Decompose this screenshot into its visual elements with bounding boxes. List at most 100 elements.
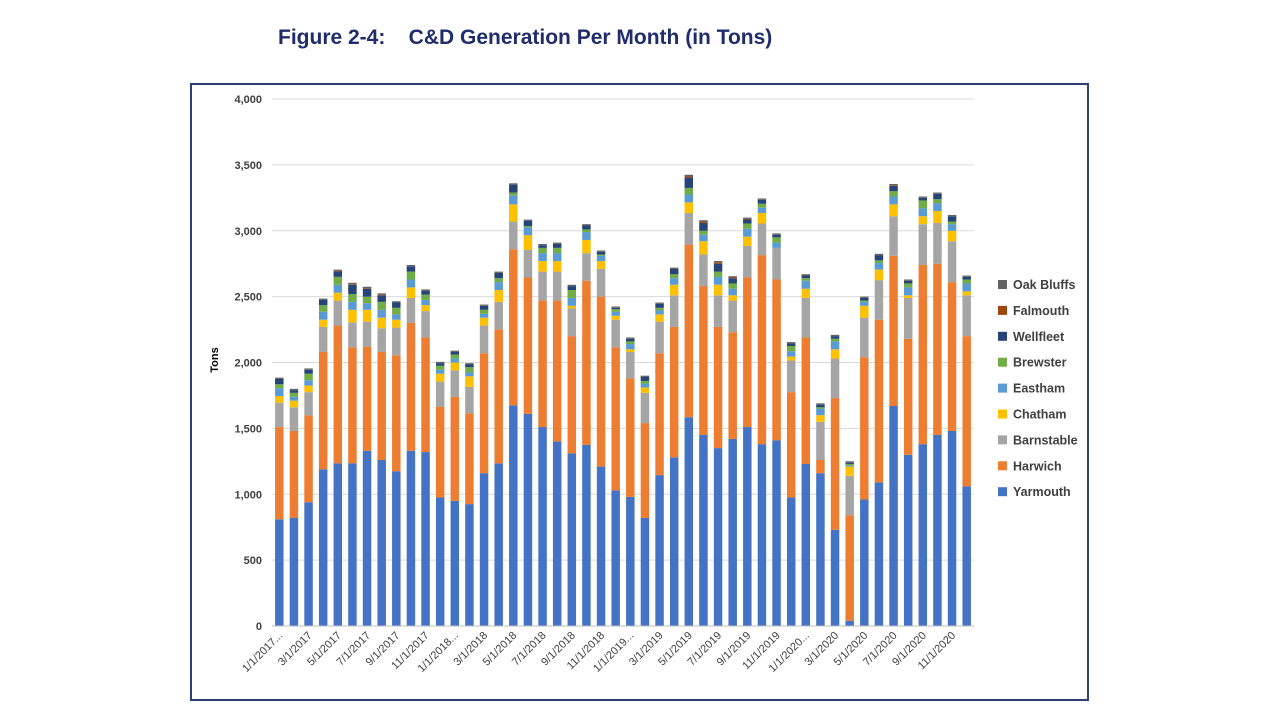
bar-segment — [611, 490, 620, 626]
bar-segment — [465, 363, 474, 365]
bar-segment — [772, 247, 781, 280]
bar-segment — [552, 300, 562, 442]
bar-segment — [318, 469, 328, 626]
bar-segment — [479, 313, 489, 318]
bar-segment — [567, 453, 577, 626]
bar-segment — [450, 370, 460, 397]
bar-segment — [289, 396, 299, 401]
bar-segment — [669, 326, 679, 458]
bar-segment — [728, 283, 737, 289]
bar-segment — [669, 457, 679, 626]
bar-segment — [304, 373, 313, 381]
bar-segment — [860, 300, 869, 302]
y-tick-label: 3,000 — [234, 226, 262, 238]
bar-segment — [962, 279, 971, 284]
bar-segment — [743, 245, 752, 278]
bar-segment — [611, 347, 620, 491]
bar-segment — [699, 254, 708, 287]
bar-segment — [947, 241, 957, 283]
bar-segment — [582, 280, 591, 445]
bar-segment — [699, 234, 708, 242]
bar-segment — [596, 255, 606, 262]
bar-segment — [523, 235, 533, 250]
bar-segment — [509, 204, 518, 222]
bar-segment — [626, 496, 635, 626]
bar-segment — [874, 269, 884, 281]
bar-segment — [465, 376, 474, 387]
bar-segment — [509, 405, 518, 626]
legend-swatch — [998, 383, 1007, 393]
bar-segment — [933, 434, 942, 626]
bar-segment — [479, 309, 489, 314]
bar-segment — [713, 448, 723, 626]
bar-segment — [743, 218, 752, 220]
bar-segment — [830, 334, 840, 337]
bar-segment — [392, 301, 401, 303]
bar-segment — [816, 421, 825, 460]
bar-segment — [889, 216, 898, 256]
bar-segment — [830, 338, 840, 342]
bar-segment — [435, 406, 445, 498]
legend-label: Falmouth — [1013, 304, 1069, 318]
bar-segment — [596, 254, 606, 256]
bar-segment — [289, 517, 299, 626]
bar-segment — [845, 465, 854, 467]
bar-segment — [406, 279, 416, 288]
bar-segment — [552, 243, 562, 248]
bar-segment — [772, 233, 781, 235]
bar-segment — [318, 299, 328, 306]
bar-segment — [903, 297, 913, 339]
bar-segment — [304, 502, 313, 626]
bar-segment — [801, 278, 811, 281]
bar-segment — [289, 388, 299, 391]
bar-segment — [348, 463, 357, 626]
bar-segment — [552, 242, 562, 244]
bar-segment — [275, 378, 284, 385]
bar-segment — [582, 225, 591, 230]
bar-segment — [509, 183, 518, 185]
bar-segment — [801, 288, 811, 298]
bar-segment — [392, 307, 401, 315]
legend-swatch — [998, 331, 1007, 341]
bar-segment — [333, 325, 343, 464]
bar-segment — [611, 309, 620, 312]
bar-segment — [275, 427, 284, 520]
bar-segment — [377, 351, 386, 460]
bar-segment — [523, 413, 533, 626]
bar-segment — [348, 284, 357, 294]
bar-segment — [523, 249, 533, 278]
bar-segment — [523, 277, 533, 414]
bar-segment — [626, 341, 635, 345]
bar-segment — [918, 196, 928, 198]
bar-segment — [596, 251, 606, 255]
bar-segment — [479, 473, 489, 626]
bar-segment — [435, 363, 445, 366]
bar-segment — [348, 282, 357, 285]
bar-segment — [392, 319, 401, 328]
bar-segment — [684, 174, 694, 177]
bar-segment — [567, 297, 577, 306]
bar-segment — [435, 373, 445, 382]
bar-segment — [757, 212, 767, 224]
bar-segment — [567, 286, 577, 291]
bar-segment — [640, 517, 650, 626]
bar-segment — [713, 263, 723, 272]
legend-label: Wellfleet — [1013, 330, 1065, 344]
bar-segment — [655, 310, 664, 315]
bar-segment — [552, 441, 562, 626]
bar-segment — [786, 351, 796, 357]
bar-segment — [538, 427, 547, 626]
bar-segment — [538, 271, 547, 301]
bar-segment — [611, 311, 620, 316]
bar-segment — [933, 203, 942, 211]
bar-segment — [684, 194, 694, 203]
bar-segment — [567, 336, 577, 454]
bar-segment — [333, 269, 343, 271]
bar-segment — [479, 305, 489, 310]
bar-segment — [552, 271, 562, 301]
bar-segment — [626, 337, 635, 339]
bar-segment — [348, 309, 357, 323]
bar-segment — [655, 307, 664, 311]
bar-segment — [494, 329, 503, 464]
bar-segment — [596, 268, 606, 297]
